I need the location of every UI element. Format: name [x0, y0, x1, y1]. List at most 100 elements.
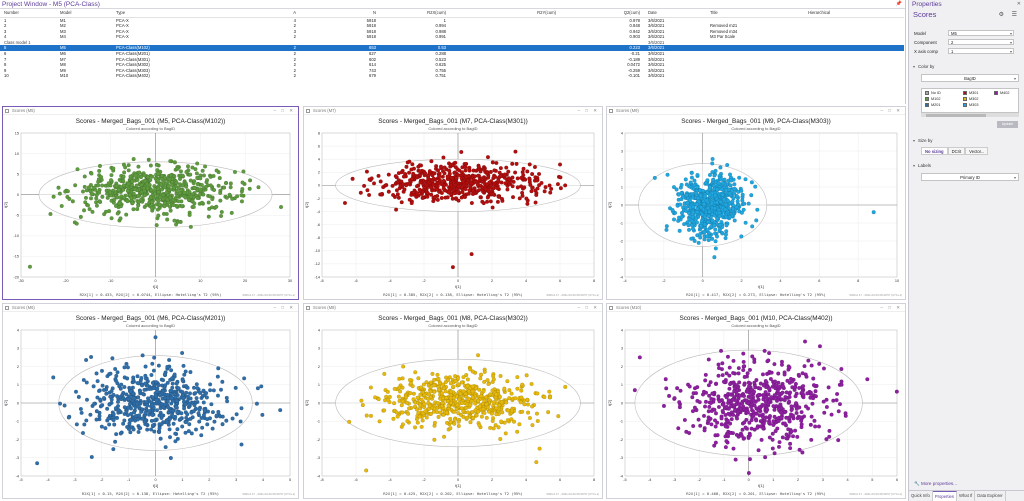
tab-what-if[interactable]: What If: [957, 491, 976, 501]
score-point: [813, 424, 818, 429]
component-select[interactable]: 2: [948, 39, 1014, 45]
panel-titlebar[interactable]: Scores (M10) – □ ✕: [607, 304, 905, 312]
column-header[interactable]: Date: [644, 9, 706, 18]
window-controls-icon[interactable]: – □ ✕: [577, 305, 599, 310]
dcrit-button[interactable]: DCrit: [947, 147, 966, 155]
score-point: [747, 420, 752, 425]
score-point: [739, 210, 744, 215]
score-point: [217, 176, 222, 181]
table-row[interactable]: 5 M5 PCA-Class(M102) 2 653 0.53 0.223 3/6/2021: [0, 45, 904, 52]
table-row[interactable]: 1 M1 PCA-X 4 5918 1 0.978 3/6/2021: [0, 17, 904, 23]
score-point: [418, 403, 423, 408]
update-button[interactable]: Update: [997, 121, 1018, 128]
score-point: [84, 357, 89, 363]
column-header[interactable]: Q2(cum): [560, 9, 644, 18]
table-row[interactable]: 10 M10 PCA-Class(M402) 2 679 0.751 -0.101 3/6/2…: [0, 73, 904, 79]
panel-titlebar[interactable]: Scores (M5) – □ ✕: [3, 107, 298, 115]
tab-properties[interactable]: Properties: [932, 491, 957, 501]
score-point: [373, 395, 378, 400]
more-properties-link[interactable]: 🔧 More properties...: [914, 481, 957, 487]
score-point: [713, 440, 718, 445]
column-header[interactable]: Type: [112, 9, 282, 18]
column-header[interactable]: Model: [56, 9, 112, 18]
score-point: [706, 214, 711, 219]
scores-plot-panel[interactable]: Scores (M9) – □ ✕ Scores - Merged_Bags_001…: [606, 106, 906, 300]
score-point: [192, 185, 197, 191]
column-header[interactable]: R2X(cum): [380, 9, 450, 18]
score-point: [88, 196, 94, 201]
labels-section[interactable]: ▾ Labels: [913, 163, 931, 168]
score-point: [479, 372, 484, 377]
score-point: [632, 388, 637, 393]
table-row[interactable]: 6 M6 PCA-Class(M201) 2 627 0.288 -0.21 3/6/2021: [0, 51, 904, 57]
score-point: [476, 353, 481, 358]
panel-titlebar[interactable]: Scores (M9) – □ ✕: [607, 107, 905, 115]
x-tick-label: 30: [288, 279, 292, 283]
color-by-select[interactable]: BagID: [921, 74, 1019, 82]
table-row[interactable]: 4 M4 PCA-X 2 5918 0.991 0.903 3/6/2021 M3 Par Sc…: [0, 34, 904, 40]
window-controls-icon[interactable]: – □ ✕: [577, 108, 599, 113]
table-row[interactable]: 7 M7 PCA-Class(M301) 2 602 0.523 -0.189 3/6/202…: [0, 57, 904, 63]
table-row[interactable]: 8 M8 PCA-Class(M302) 2 614 0.625 0.0472 3/6/202…: [0, 62, 904, 68]
score-point: [682, 417, 687, 423]
score-point: [211, 174, 216, 179]
score-point: [700, 188, 705, 193]
pin-icon[interactable]: 📌: [895, 1, 902, 7]
scores-plot-panel[interactable]: Scores (M6) – □ ✕ Scores - Merged_Bags_001…: [2, 303, 299, 499]
legend-item[interactable]: M201: [925, 103, 941, 108]
y-tick-label: -5: [16, 214, 19, 218]
column-header[interactable]: N: [300, 9, 380, 18]
window-controls-icon[interactable]: – □ ✕: [880, 305, 902, 310]
legend-item[interactable]: M102: [925, 97, 941, 102]
score-point: [435, 372, 440, 377]
no-sizing-button[interactable]: No sizing: [921, 147, 948, 155]
score-point: [713, 231, 718, 236]
score-point: [172, 218, 177, 223]
table-row[interactable]: 9 M9 PCA-Class(M303) 2 743 0.755 -0.259 3/6/202…: [0, 68, 904, 74]
panel-titlebar[interactable]: Scores (M8) – □ ✕: [304, 304, 602, 312]
settings-icon[interactable]: ⚙ ☰: [998, 12, 1020, 18]
panel-titlebar[interactable]: Scores (M6) – □ ✕: [3, 304, 298, 312]
scores-plot-panel[interactable]: Scores (M10) – □ ✕ Scores - Merged_Bags_00…: [606, 303, 906, 499]
window-controls-icon[interactable]: – □ ✕: [880, 108, 902, 113]
close-icon[interactable]: ✕: [1016, 1, 1021, 7]
column-header[interactable]: Hierarchical: [804, 9, 904, 18]
xaxis-select[interactable]: 1: [948, 48, 1014, 54]
vector-button[interactable]: Vector...: [965, 147, 989, 155]
table-row[interactable]: 3 M3 PCA-X 3 5918 0.988 0.942 3/6/2021 Removed m…: [0, 29, 904, 35]
legend-scrollbar[interactable]: [921, 113, 1019, 117]
table-row[interactable]: 2 M2 PCA-X 2 5918 0.994 0.848 3/6/2021 Removed m…: [0, 23, 904, 29]
table-cell-r2x: 0.523: [435, 56, 446, 62]
group-row[interactable]: Class model 1 3/6/2021: [0, 40, 904, 46]
labels-select[interactable]: Primary ID: [921, 173, 1019, 181]
score-point: [742, 420, 747, 425]
legend-item[interactable]: M301: [963, 91, 979, 96]
score-point: [746, 471, 751, 476]
score-point: [418, 392, 423, 397]
tab-quick-info[interactable]: Quick Info: [909, 491, 933, 501]
column-header[interactable]: Title: [706, 9, 804, 18]
window-controls-icon[interactable]: – □ ✕: [273, 305, 295, 310]
scores-plot-panel[interactable]: Scores (M5) – □ ✕ Scores - Merged_Bags_001…: [2, 106, 299, 300]
score-point: [224, 195, 229, 200]
legend-item[interactable]: M302: [963, 97, 979, 102]
size-by-section[interactable]: ▾ Size by: [913, 138, 932, 143]
model-select[interactable]: M5: [948, 30, 1014, 36]
legend-item[interactable]: M303: [963, 103, 979, 108]
score-point: [152, 418, 157, 423]
scores-plot-panel[interactable]: Scores (M7) – □ ✕ Scores - Merged_Bags_001…: [303, 106, 603, 300]
color-by-section[interactable]: ▾ Color by: [913, 64, 934, 69]
column-header[interactable]: A: [282, 9, 300, 18]
panel-titlebar[interactable]: Scores (M7) – □ ✕: [304, 107, 602, 115]
scroll-thumb[interactable]: [926, 113, 986, 117]
score-point: [166, 405, 171, 410]
window-controls-icon[interactable]: – □ ✕: [273, 108, 295, 113]
column-header[interactable]: Number: [0, 9, 56, 18]
tab-data-explorer[interactable]: Data Explorer: [975, 491, 1006, 501]
legend-item[interactable]: No ID: [925, 91, 941, 96]
column-header[interactable]: R2Y(cum): [450, 9, 560, 18]
score-point: [798, 415, 803, 420]
legend-item[interactable]: M402: [994, 91, 1010, 96]
scores-plot-panel[interactable]: Scores (M8) – □ ✕ Scores - Merged_Bags_001…: [303, 303, 603, 499]
table-cell-date: 3/6/2021: [648, 17, 665, 23]
